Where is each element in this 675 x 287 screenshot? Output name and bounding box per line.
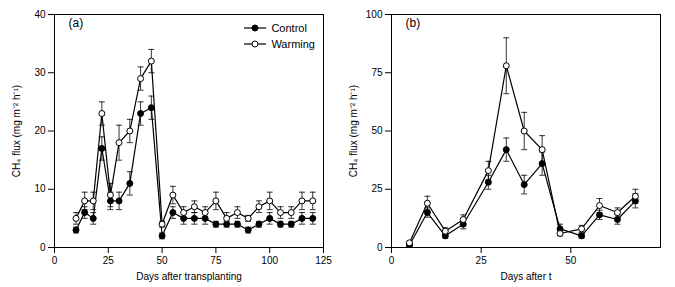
- svg-text:25: 25: [103, 255, 115, 266]
- svg-text:75: 75: [371, 67, 383, 78]
- svg-text:40: 40: [34, 9, 46, 20]
- svg-text:Days after transplanting: Days after transplanting: [136, 271, 242, 282]
- svg-text:(a): (a): [69, 16, 84, 30]
- html-text:Control: Control: [271, 22, 307, 34]
- svg-text:10: 10: [34, 183, 46, 194]
- svg-text:0: 0: [40, 242, 46, 253]
- svg-text:(b): (b): [406, 16, 421, 30]
- svg-text:50: 50: [157, 255, 169, 266]
- svg-text:25: 25: [371, 183, 383, 194]
- svg-text:Days after t: Days after t: [500, 271, 551, 282]
- svg-text:100: 100: [366, 9, 383, 20]
- svg-text:0: 0: [377, 242, 383, 253]
- svg-text:30: 30: [34, 67, 46, 78]
- svg-text:CH₄ flux (mg m⁻² h⁻¹): CH₄ flux (mg m⁻² h⁻¹): [11, 85, 22, 177]
- html-text:Warming: Warming: [271, 38, 315, 50]
- svg-text:50: 50: [565, 255, 577, 266]
- svg-text:25: 25: [476, 255, 488, 266]
- svg-text:125: 125: [315, 255, 332, 266]
- svg-text:20: 20: [34, 125, 46, 136]
- svg-text:0: 0: [52, 255, 58, 266]
- svg-text:CH₄ flux (mg m⁻² h⁻¹): CH₄ flux (mg m⁻² h⁻¹): [348, 85, 359, 177]
- svg-text:75: 75: [210, 255, 222, 266]
- svg-text:0: 0: [389, 255, 395, 266]
- svg-text:50: 50: [371, 125, 383, 136]
- svg-text:100: 100: [261, 255, 278, 266]
